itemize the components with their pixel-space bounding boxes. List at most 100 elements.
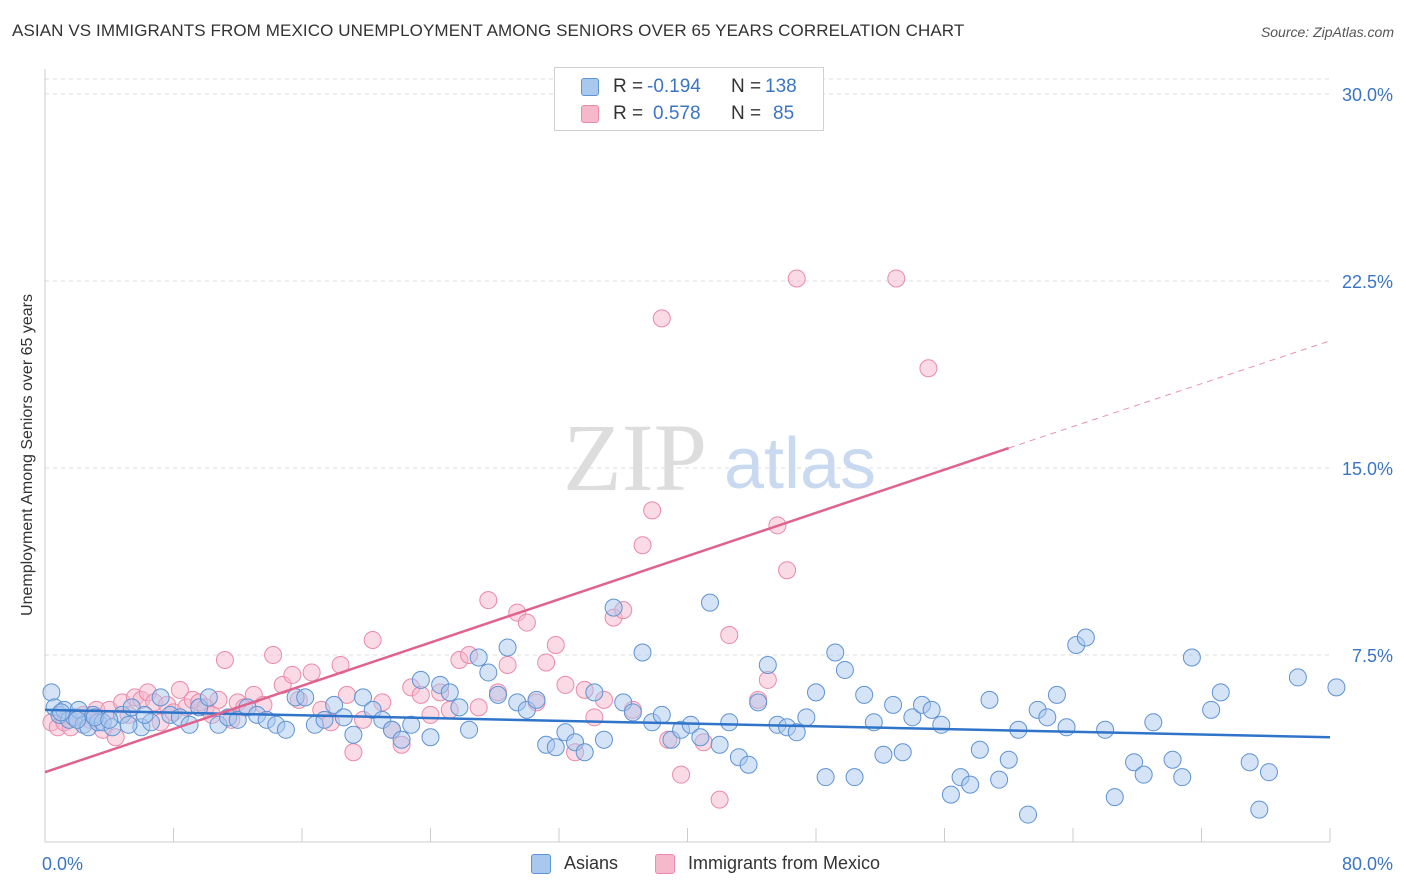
- mexico-point: [537, 653, 556, 672]
- asians-point: [1163, 750, 1182, 769]
- asians-point: [594, 730, 613, 749]
- asians-point: [749, 693, 768, 712]
- mexico-point: [517, 613, 536, 632]
- mexico-point: [479, 591, 498, 610]
- asians-point: [585, 683, 604, 702]
- asians-point: [135, 705, 154, 724]
- asians-point: [228, 710, 247, 729]
- r-label: R =: [613, 103, 644, 124]
- asians-point: [402, 715, 421, 734]
- tick-labels: 7.5% 15.0% 22.5% 30.0% 0.0% 80.0%: [42, 85, 1393, 874]
- x-tick-label: 0.0%: [42, 854, 83, 874]
- chart-title: ASIAN VS IMMIGRANTS FROM MEXICO UNEMPLOY…: [12, 21, 965, 40]
- asians-point: [151, 688, 170, 707]
- asians-point: [623, 703, 642, 722]
- asians-point: [68, 710, 87, 729]
- r-value: 0.578: [653, 103, 701, 124]
- asians-point: [42, 683, 61, 702]
- mexico-point: [758, 670, 777, 689]
- n-label: N =: [731, 76, 762, 97]
- r-value: -0.194: [647, 76, 701, 97]
- asians-point: [498, 638, 517, 657]
- asians-point: [1240, 753, 1259, 772]
- asians-point: [488, 685, 507, 704]
- asians-point: [1038, 708, 1057, 727]
- mexico-point: [643, 501, 662, 520]
- n-value: 138: [765, 76, 797, 97]
- asians-point: [700, 593, 719, 612]
- asians-point: [826, 643, 845, 662]
- asians-point: [354, 688, 373, 707]
- data-points: [42, 84, 1346, 824]
- mexico-point: [170, 680, 189, 699]
- asians-point: [276, 720, 295, 739]
- asians-point: [787, 723, 806, 742]
- r-label: R =: [613, 76, 644, 97]
- mexico-trend-line: [44, 446, 1010, 774]
- mexico-point: [283, 665, 302, 684]
- mexico-point: [710, 790, 729, 809]
- asians-point: [797, 708, 816, 727]
- mexico-point: [919, 359, 938, 378]
- mexico-point: [421, 705, 440, 724]
- asians-point: [1173, 768, 1192, 787]
- asians-point: [460, 720, 479, 739]
- asians-point: [807, 683, 825, 702]
- asians-point: [392, 730, 411, 749]
- asians-point: [874, 745, 893, 764]
- y-tick-label: 30.0%: [1342, 85, 1393, 105]
- mexico-legend-swatch: [655, 854, 675, 874]
- asians-point: [720, 713, 739, 732]
- mexico-point: [778, 561, 797, 580]
- asians-point: [1047, 685, 1066, 704]
- asians-trend-line: [44, 708, 1331, 739]
- mexico-point: [546, 636, 565, 655]
- mexico-legend-label: Immigrants from Mexico: [688, 853, 881, 873]
- asians-point: [604, 598, 623, 617]
- asians-point: [469, 648, 488, 667]
- mexico-point: [672, 765, 691, 784]
- asians-swatch: [581, 78, 599, 96]
- mexico-point: [215, 650, 234, 669]
- asians-point: [816, 768, 835, 787]
- asians-point: [1182, 648, 1201, 667]
- asians-point: [1125, 753, 1144, 772]
- asians-point: [652, 705, 671, 724]
- asians-point: [633, 643, 652, 662]
- y-axis-label: Unemployment Among Seniors over 65 years: [19, 294, 36, 616]
- mexico-swatch: [581, 105, 599, 123]
- asians-point: [296, 688, 315, 707]
- asians-point: [980, 690, 999, 709]
- asians-point: [922, 700, 941, 719]
- legend-row-asians: R = -0.194 N = 138: [555, 73, 823, 101]
- asians-point: [1057, 718, 1076, 737]
- asians-point: [1250, 800, 1269, 819]
- asians-point: [893, 743, 912, 762]
- asians-point: [344, 725, 363, 744]
- asians-point: [575, 743, 594, 762]
- asians-point: [1202, 700, 1221, 719]
- asians-point: [1327, 678, 1346, 697]
- asians-point: [1259, 763, 1278, 782]
- mexico-point: [498, 655, 517, 674]
- mexico-point: [302, 663, 321, 682]
- mexico-point: [411, 685, 430, 704]
- asians-point: [884, 695, 903, 714]
- asians-point: [691, 728, 710, 747]
- asians-point: [941, 785, 960, 804]
- asians-point: [903, 708, 922, 727]
- asians-point: [1105, 788, 1124, 807]
- asians-point: [758, 655, 777, 674]
- watermark-zip: ZIP: [563, 404, 707, 511]
- asians-point: [990, 770, 1009, 789]
- asians-point: [1288, 668, 1307, 687]
- mexico-point: [787, 269, 806, 288]
- asians-point: [199, 688, 218, 707]
- mexico-point: [887, 269, 906, 288]
- asians-point: [52, 703, 71, 722]
- y-tick-label: 15.0%: [1342, 459, 1393, 479]
- asians-point: [119, 715, 138, 734]
- mexico-point: [469, 698, 488, 717]
- asians-legend-label: Asians: [564, 853, 619, 873]
